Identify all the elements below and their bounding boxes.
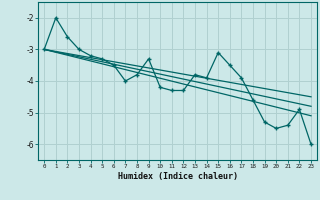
X-axis label: Humidex (Indice chaleur): Humidex (Indice chaleur) [118, 172, 238, 181]
